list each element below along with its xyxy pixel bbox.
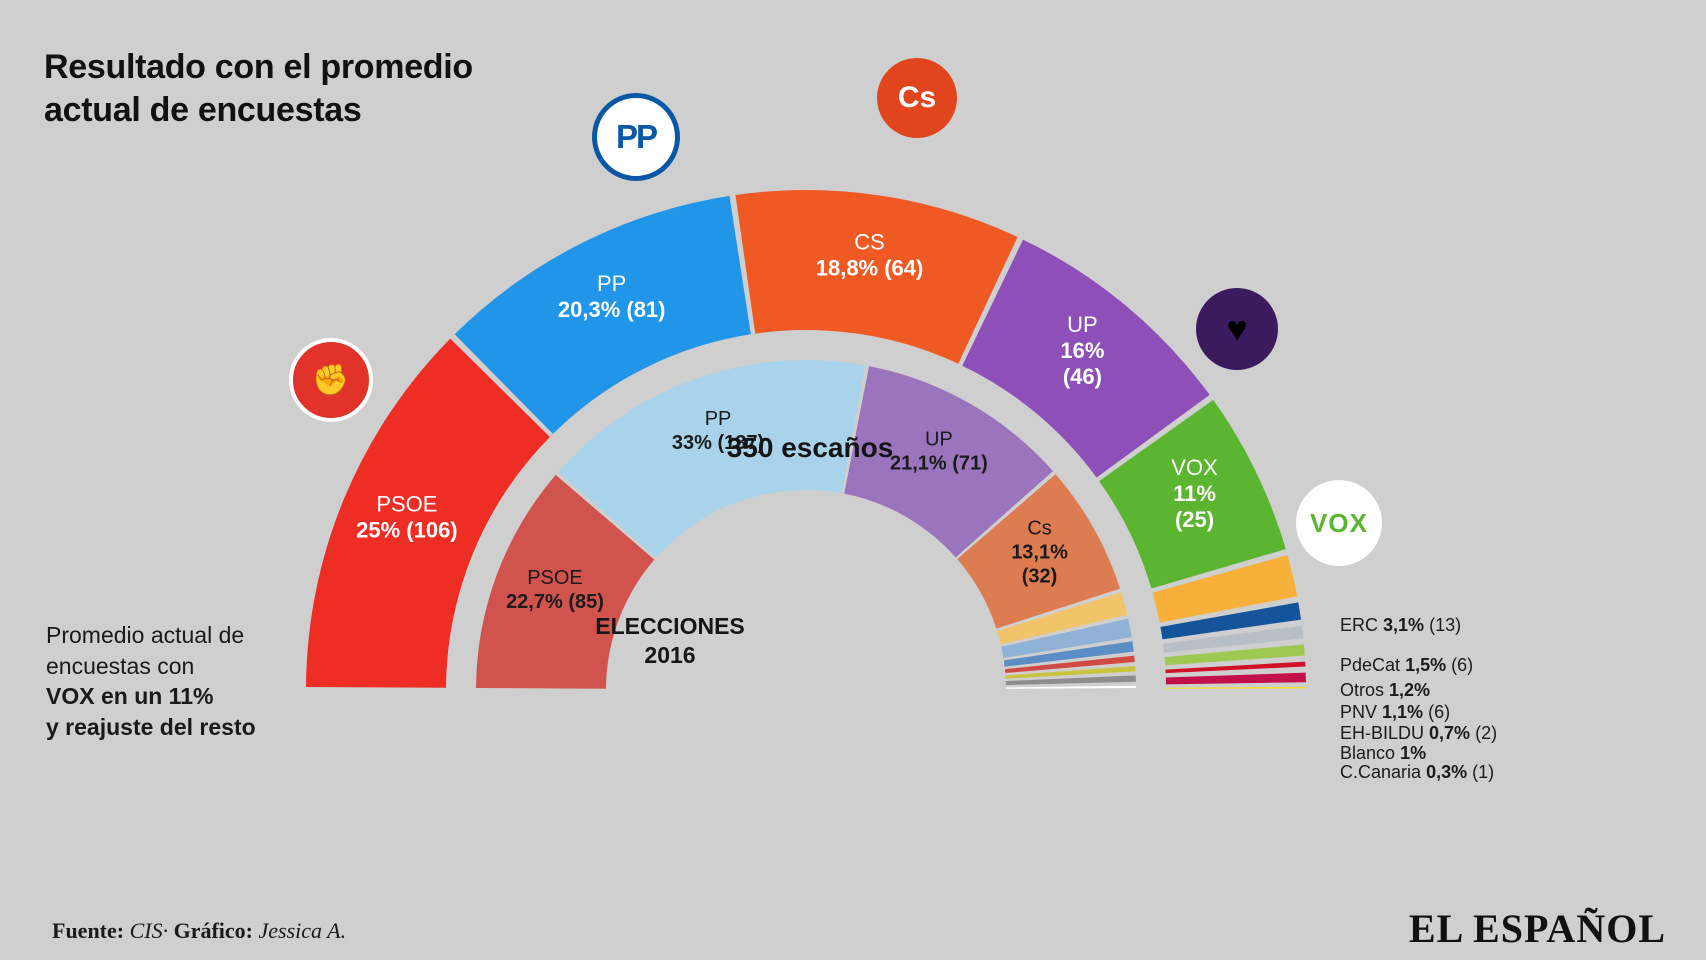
side-label-party: ERC [1340,615,1379,635]
inner-ring-group: PSOE 22,7% (85) PP 33% (137) UP 21,1% (71) Cs 1… [476,360,1136,689]
side-label-pct: 1,2% [1389,680,1431,700]
inner-ring-title: ELECCIONES 2016 [540,612,800,670]
note-block: Promedio actual de encuestas con VOX en … [46,620,346,742]
side-label-party: Blanco [1340,743,1396,763]
side-label-party: Otros [1340,680,1385,700]
side-label-seats: (2) [1475,723,1498,743]
chart-segment-psoe [306,338,550,688]
up-logo-icon: ♥ [1196,288,1278,370]
vox-logo-icon: VOX [1296,480,1382,566]
segment-label-cs: CS 18,8% (64) [816,230,924,281]
side-label-party: PNV [1340,702,1378,722]
side-label-otros: Otros 1,2% [1340,680,1430,701]
side-label-seats: (6) [1428,702,1451,722]
credit-value: Jessica A. [258,918,347,943]
inner-ring-title-line-2: 2016 [644,641,696,668]
side-label-erc: ERC 3,1% (13) [1340,615,1461,636]
chart-segment-blanco [1005,675,1136,685]
side-label-pdecat: PdeCat 1,5% (6) [1340,655,1473,676]
chart-segment-pdecat [1160,602,1302,640]
chart-segment-erc [1152,554,1298,623]
cs-logo-icon: Cs [877,58,957,138]
brand-logo: EL ESPAÑOL [1408,906,1666,951]
chart-segment-cs [735,190,1018,364]
side-label-seats: (13) [1429,615,1462,635]
chart-segment-up [844,366,1053,558]
chart-segment-pdecat [1001,618,1132,659]
total-seats-label: 350 escaños [726,432,894,463]
side-label-seats: (6) [1451,655,1474,675]
source-value: CIS· [129,918,169,943]
source-label: Fuente: [52,918,125,943]
segment-label-pp: PP 33% (137) [672,408,764,454]
chart-segment-otros [1005,666,1136,679]
chart-segment-pp [558,360,866,558]
chart-segment-otros [1163,625,1304,653]
side-label-pct: 0,7% [1429,723,1471,743]
segment-label-up: UP 16% (46) [1060,312,1104,389]
credit-label: Gráfico: [173,918,253,943]
psoe-logo-text: ✊ [312,363,350,397]
pp-logo-text: PP [615,118,658,155]
psoe-logo-icon: ✊ [289,338,373,422]
inner-ring-title-line-1: ELECCIONES [595,613,745,639]
side-label-pct: 1% [1400,743,1427,763]
chart-segment-psoe [476,474,655,689]
side-label-blanco: Blanco 1% [1340,743,1426,764]
side-label-pnv: PNV 1,1% (6) [1340,702,1450,723]
cs-logo-text: Cs [897,81,937,114]
chart-segment-c-canaria [1005,685,1136,689]
segment-label-up: UP 21,1% (71) [890,428,988,474]
source-line: Fuente: CIS· Gráfico: Jessica A. [52,918,346,944]
chart-segment-pnv [1003,641,1134,667]
chart-segment-pnv [1164,644,1305,666]
segment-label-psoe: PSOE 25% (106) [356,492,458,543]
note-line-3: VOX en un 11% [46,683,214,710]
segment-label-pp: PP 20,3% (81) [558,271,666,322]
side-label-pct: 1,5% [1405,655,1447,675]
outer-ring-group: PSOE 25% (106) PP 20,3% (81) CS 18,8% (64) UP 1… [306,190,1306,689]
side-label-party: PdeCat [1340,655,1401,675]
chart-segment-erc [997,592,1128,645]
side-label-party: C.Canaria [1340,762,1422,782]
chart-segment-blanco [1165,672,1306,685]
side-label-eh-bildu: EH-BILDU 0,7% (2) [1340,723,1497,744]
note-line-1: Promedio actual de [46,622,245,648]
note-line-4: y reajuste del resto [46,713,256,740]
up-logo-text: ♥ [1226,308,1248,349]
segment-label-psoe: PSOE 22,7% (85) [506,567,604,613]
segment-label-cs: Cs 13,1% (32) [1011,518,1068,588]
chart-segment-eh-bildu [1004,655,1135,674]
page-title: Resultado con el promedio actual de encu… [44,46,604,131]
segment-label-vox: VOX 11% (25) [1171,455,1218,532]
side-label-seats: (1) [1472,762,1495,782]
chart-segment-cs [957,474,1121,629]
side-label-c-canaria: C.Canaria 0,3% (1) [1340,762,1494,783]
chart-segment-pp [454,195,751,434]
page-title-line-1: Resultado con el promedio [44,48,473,86]
side-label-pct: 0,3% [1426,762,1468,782]
page-title-line-2: actual de encuestas [44,90,362,129]
pp-logo-icon: PP [592,93,680,181]
side-label-pct: 3,1% [1383,615,1425,635]
chart-segment-up [962,239,1210,478]
side-label-party: EH-BILDU [1340,723,1425,743]
vox-logo-text: VOX [1310,507,1368,538]
side-label-pct: 1,1% [1382,702,1424,722]
chart-segment-eh-bildu [1165,661,1306,674]
chart-segment-vox [1099,399,1286,589]
note-line-2: encuestas con [46,652,195,679]
chart-segment-c-canaria [1165,686,1306,689]
